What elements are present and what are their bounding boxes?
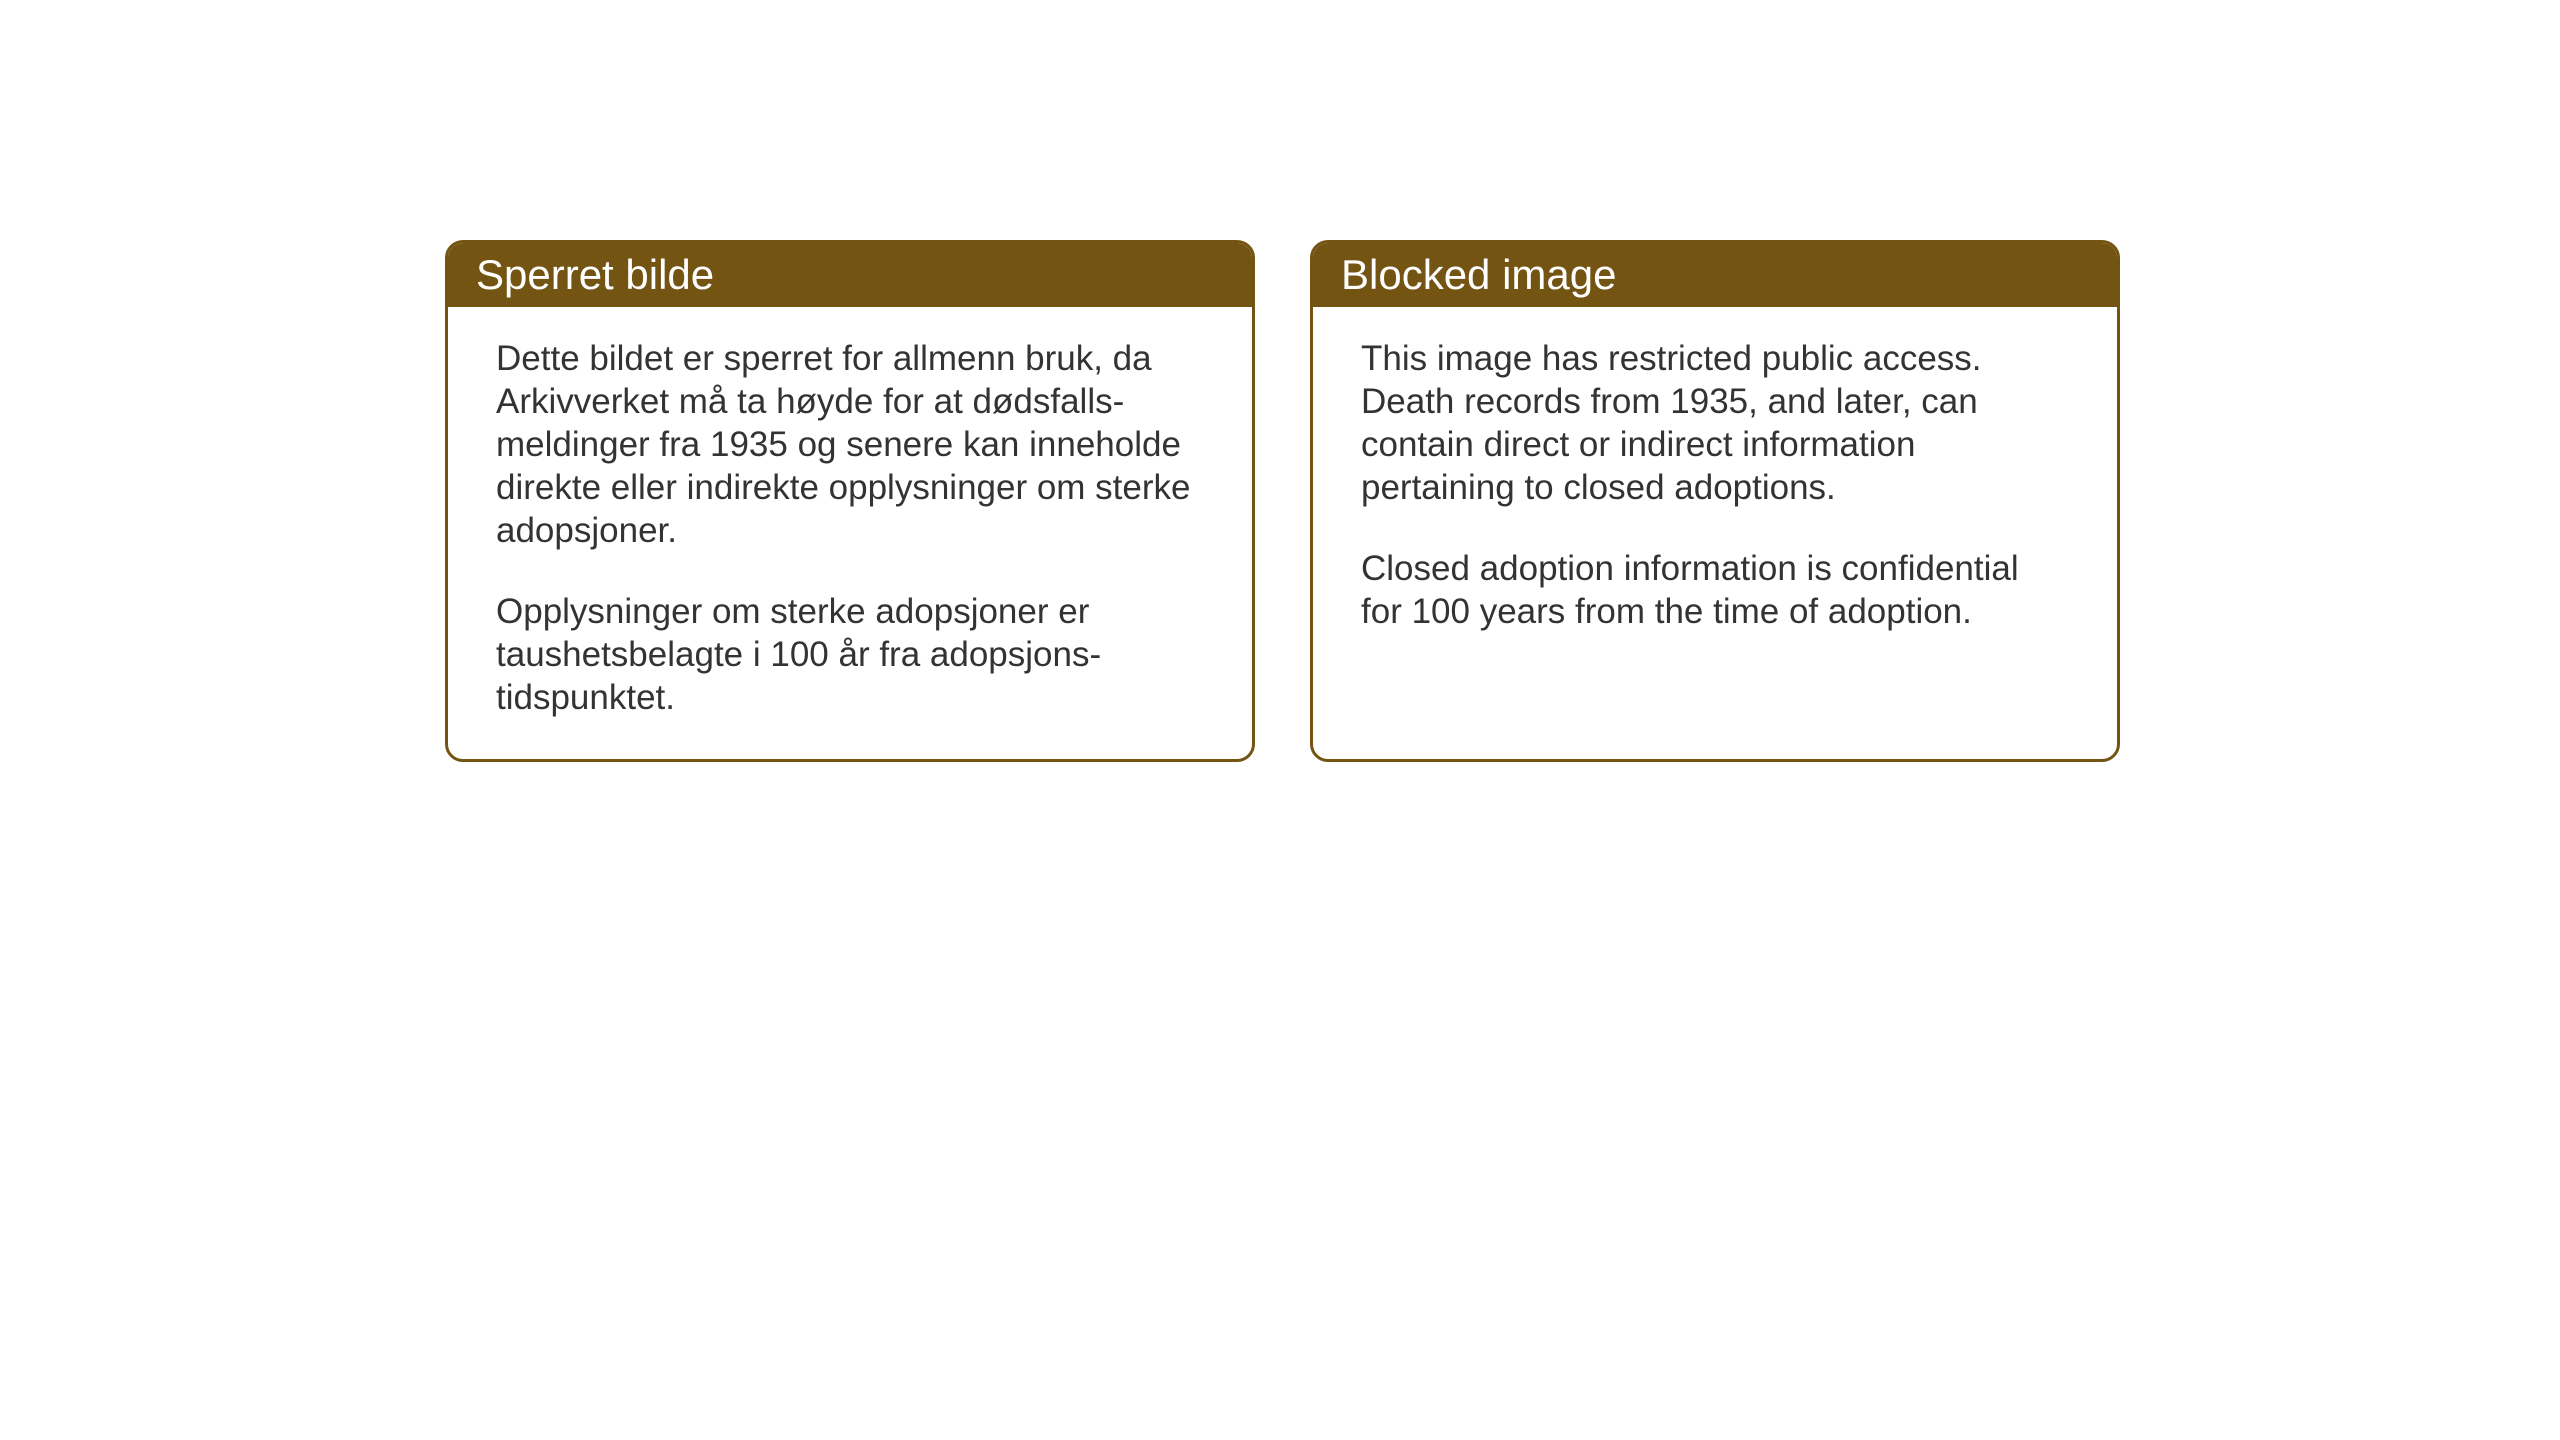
norwegian-paragraph-2: Opplysninger om sterke adopsjoner er tau…: [496, 590, 1204, 719]
norwegian-notice-card: Sperret bilde Dette bildet er sperret fo…: [445, 240, 1255, 762]
norwegian-card-title: Sperret bilde: [448, 243, 1252, 307]
english-card-title: Blocked image: [1313, 243, 2117, 307]
english-paragraph-1: This image has restricted public access.…: [1361, 337, 2069, 509]
norwegian-card-body: Dette bildet er sperret for allmenn bruk…: [448, 307, 1252, 759]
english-notice-card: Blocked image This image has restricted …: [1310, 240, 2120, 762]
norwegian-paragraph-1: Dette bildet er sperret for allmenn bruk…: [496, 337, 1204, 552]
notice-container: Sperret bilde Dette bildet er sperret fo…: [445, 240, 2120, 762]
english-card-body: This image has restricted public access.…: [1313, 307, 2117, 673]
english-paragraph-2: Closed adoption information is confident…: [1361, 547, 2069, 633]
